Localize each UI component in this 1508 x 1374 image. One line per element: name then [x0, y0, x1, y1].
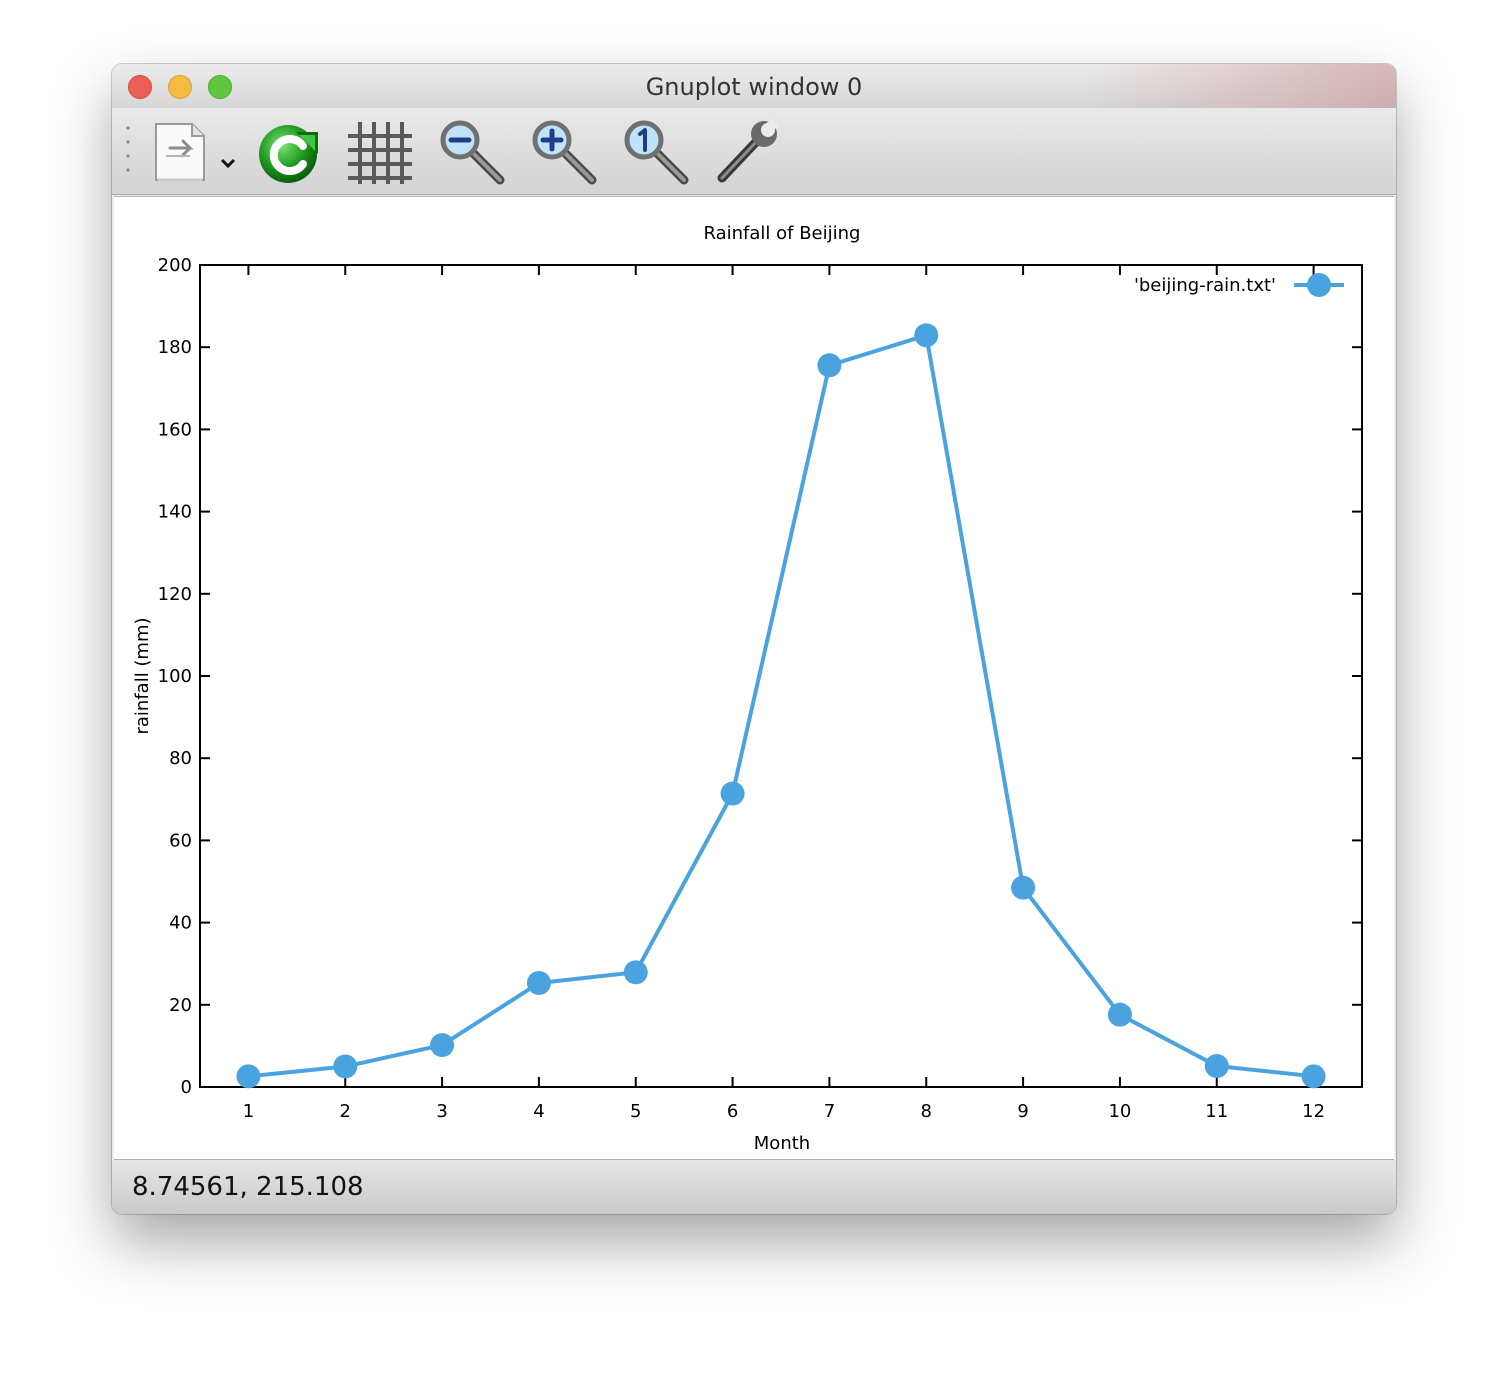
zoom-out-icon: [440, 120, 505, 185]
x-tick-label: 11: [1205, 1101, 1228, 1122]
toolbar: [112, 108, 1396, 195]
y-tick-label: 40: [169, 913, 192, 934]
y-tick-label: 80: [169, 748, 192, 769]
legend: 'beijing-rain.txt': [1134, 273, 1344, 297]
data-point: [623, 960, 648, 985]
y-tick-label: 180: [158, 337, 192, 358]
y-tick-label: 0: [181, 1077, 192, 1098]
data-point: [236, 1064, 261, 1089]
grid-button[interactable]: [346, 118, 416, 186]
legend-marker: [1307, 273, 1331, 297]
y-tick-label: 20: [169, 995, 192, 1016]
title-bar-tint: [1076, 64, 1396, 108]
minimize-window-button[interactable]: [168, 75, 192, 99]
replot-button[interactable]: [256, 118, 326, 186]
plot-frame: [199, 264, 1363, 1088]
x-tick-label: 5: [630, 1101, 641, 1122]
data-point: [1204, 1054, 1229, 1079]
x-tick-label: 3: [436, 1101, 447, 1122]
x-tick-label: 2: [340, 1101, 351, 1122]
data-point: [526, 971, 551, 996]
x-tick-label: 8: [921, 1101, 932, 1122]
data-point: [1301, 1064, 1326, 1089]
zoom-window-button[interactable]: [208, 75, 232, 99]
legend-label: 'beijing-rain.txt': [1134, 275, 1276, 296]
data-point: [720, 781, 745, 806]
x-tick-label: 1: [243, 1101, 254, 1122]
y-tick-label: 60: [169, 830, 192, 851]
data-point: [430, 1033, 455, 1058]
status-bar: 8.74561, 215.108: [112, 1160, 1396, 1214]
zoom-reset-icon: [624, 120, 689, 185]
chart-title: Rainfall of Beijing: [704, 223, 861, 244]
x-axis-label: Month: [754, 1133, 810, 1154]
refresh-icon: [259, 125, 318, 183]
plot-area[interactable]: Rainfall of Beijing 0 20 40 60 80 100 120 140 16…: [114, 196, 1394, 1160]
y-tick-label: 100: [158, 666, 192, 687]
grid-icon: [348, 122, 412, 184]
y-tick-label: 140: [158, 502, 192, 523]
data-point: [1107, 1002, 1132, 1027]
toolbar-grip[interactable]: [126, 124, 130, 180]
settings-button[interactable]: [712, 118, 782, 186]
data-point: [817, 353, 842, 378]
x-tick-label: 6: [727, 1101, 738, 1122]
window-title: Gnuplot window 0: [645, 73, 863, 101]
export-button[interactable]: [152, 118, 242, 186]
data-point: [914, 323, 939, 348]
data-point: [1011, 875, 1036, 900]
export-document-icon: [155, 123, 236, 182]
zoom-in-button[interactable]: [530, 118, 600, 186]
zoom-out-button[interactable]: [438, 118, 508, 186]
x-tick-label: 7: [824, 1101, 835, 1122]
x-tick-label: 4: [533, 1101, 544, 1122]
zoom-in-icon: [532, 120, 597, 185]
x-tick-label: 9: [1017, 1101, 1028, 1122]
close-window-button[interactable]: [128, 75, 152, 99]
title-bar[interactable]: Gnuplot window 0: [112, 64, 1396, 108]
cursor-coordinates: 8.74561, 215.108: [132, 1172, 364, 1202]
gnuplot-window: Gnuplot window 0: [112, 64, 1396, 1214]
y-tick-label: 120: [158, 584, 192, 605]
series-line: [248, 333, 1314, 1079]
y-tick-label: 160: [158, 419, 192, 440]
rainfall-chart[interactable]: Rainfall of Beijing 02040608010012014016…: [114, 197, 1394, 1159]
y-axis-label: rainfall (mm): [132, 617, 153, 734]
y-tick-label: 200: [158, 255, 192, 276]
wrench-icon: [717, 118, 779, 183]
data-point: [333, 1054, 358, 1079]
x-tick-label: 10: [1108, 1101, 1131, 1122]
zoom-reset-button[interactable]: [622, 118, 692, 186]
x-tick-label: 12: [1302, 1101, 1325, 1122]
